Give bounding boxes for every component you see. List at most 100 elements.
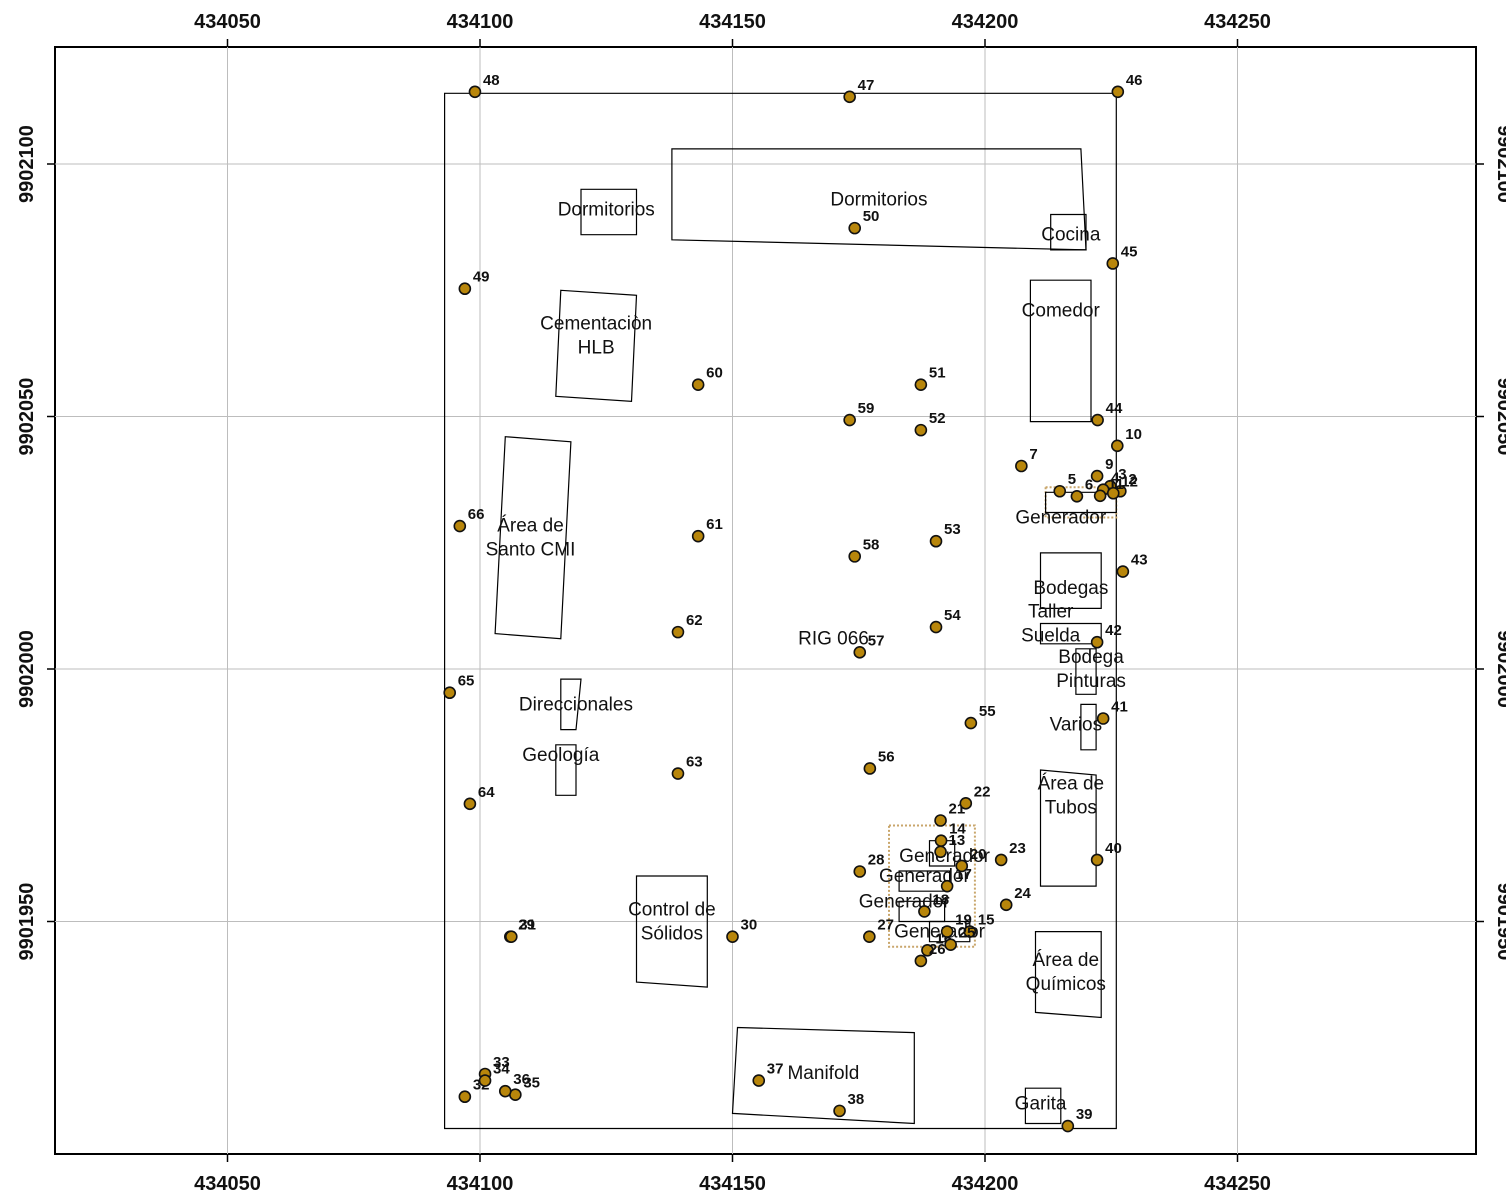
survey-point-marker xyxy=(1106,486,1120,500)
survey-point: 46 xyxy=(1111,72,1143,99)
survey-point-marker xyxy=(848,550,862,563)
survey-point: 55 xyxy=(964,703,996,730)
y-tick-label-left: 9902000 xyxy=(16,630,38,708)
survey-point-marker xyxy=(853,646,867,659)
survey-point-marker xyxy=(843,90,856,104)
survey-point: 56 xyxy=(863,748,895,775)
survey-point-marker xyxy=(914,378,928,391)
building-garita-label: Garita xyxy=(1015,1093,1067,1114)
survey-point-marker xyxy=(1106,257,1120,270)
site-boundary-layer xyxy=(444,92,1117,1130)
building-bodega-pinturas xyxy=(1075,648,1097,695)
building-taller-suelda-label: Suelda xyxy=(1021,626,1081,647)
survey-point: 27 xyxy=(863,917,894,943)
survey-point-label: 7 xyxy=(1029,446,1037,463)
survey-point-marker xyxy=(999,898,1013,912)
y-tick-label-right: 9902050 xyxy=(1493,378,1506,456)
building-area-quimicos xyxy=(1034,930,1102,1019)
survey-point-label: 35 xyxy=(523,1075,540,1092)
survey-point: 40 xyxy=(1090,840,1122,867)
survey-point: 35 xyxy=(509,1075,540,1102)
survey-point-marker xyxy=(1015,459,1028,473)
survey-point: 17 xyxy=(940,866,972,893)
survey-point-marker xyxy=(955,859,969,873)
survey-point-marker xyxy=(934,845,947,859)
survey-point-label: 15 xyxy=(978,912,995,929)
survey-point: 31 xyxy=(505,917,536,943)
building-cementacion-label: HLB xyxy=(578,338,615,359)
building-dormitorios-small-label: Dormitorios xyxy=(558,199,655,220)
survey-point-label: 56 xyxy=(878,748,895,765)
survey-point: 61 xyxy=(691,516,723,543)
building-dormitorios-small xyxy=(580,188,638,236)
x-tick-label-bottom: 434150 xyxy=(699,1173,766,1195)
survey-point-label: 41 xyxy=(1111,698,1128,715)
survey-point-label: 23 xyxy=(1009,840,1026,857)
survey-point-marker xyxy=(1090,469,1104,483)
x-tick-label-top: 434250 xyxy=(1204,11,1271,33)
building-control-solidos-label: Control de xyxy=(628,900,716,921)
survey-point-marker xyxy=(921,943,934,957)
survey-point-marker xyxy=(963,925,977,938)
survey-point: 24 xyxy=(999,885,1032,912)
survey-point: 25 xyxy=(944,925,975,952)
survey-point-label: 39 xyxy=(1076,1106,1093,1123)
survey-point-marker xyxy=(959,797,973,810)
survey-point-marker xyxy=(468,85,482,99)
survey-point: 15 xyxy=(963,912,995,938)
survey-point-label: 12 xyxy=(1121,473,1138,490)
building-cementacion-label: Cementaciòn xyxy=(540,314,652,335)
survey-point-label: 53 xyxy=(944,521,961,538)
building-geologia xyxy=(555,744,577,796)
survey-point-marker xyxy=(1093,489,1107,503)
x-tick-label-bottom: 434200 xyxy=(952,1173,1019,1195)
building-bodega-pinturas-label: Pinturas xyxy=(1056,671,1126,692)
survey-point-label: 47 xyxy=(858,77,875,94)
survey-point-label: 24 xyxy=(1014,885,1031,902)
building-area-tubos xyxy=(1039,769,1097,887)
survey-point: 58 xyxy=(848,536,880,563)
survey-point: 47 xyxy=(843,77,875,104)
survey-point-marker xyxy=(478,1074,492,1087)
survey-point: 54 xyxy=(929,607,961,634)
survey-point: 5 xyxy=(1053,471,1076,498)
survey-point-label: 58 xyxy=(863,536,880,553)
survey-point-marker xyxy=(458,1090,472,1104)
building-dormitorios-large-label: Dormitorios xyxy=(830,189,927,210)
survey-point-label: 34 xyxy=(493,1061,510,1078)
building-generador-east xyxy=(1044,491,1117,514)
survey-point-label: 50 xyxy=(863,208,880,225)
building-area-santo xyxy=(494,436,572,640)
grid-layer xyxy=(55,47,1476,1154)
survey-point-label: 40 xyxy=(1105,840,1122,857)
survey-point-label: 19 xyxy=(955,912,972,929)
survey-point: 51 xyxy=(914,365,946,391)
survey-point-marker xyxy=(994,853,1008,867)
building-geologia-label: Geología xyxy=(522,745,600,766)
survey-point-label: 33 xyxy=(493,1054,510,1071)
building-control-solidos-label: Sólidos xyxy=(641,924,703,945)
building-cocina-label: Cocina xyxy=(1041,225,1101,246)
survey-point-marker xyxy=(505,930,518,943)
survey-point-marker xyxy=(1053,484,1067,498)
building-direccionales-label: Direccionales xyxy=(519,694,633,715)
survey-point-label: 37 xyxy=(767,1061,784,1078)
survey-point: 65 xyxy=(443,673,474,700)
survey-point: 49 xyxy=(458,269,490,296)
survey-point: 38 xyxy=(833,1091,864,1118)
survey-point-label: 29 xyxy=(518,917,535,934)
building-area-quimicos-label: Área de xyxy=(1033,950,1100,971)
survey-point-marker xyxy=(1061,1119,1075,1133)
y-tick-label-right: 9901950 xyxy=(1493,883,1506,961)
generator-hatch-south xyxy=(888,824,976,948)
map-frame xyxy=(54,46,1477,1155)
survey-point-label: 13 xyxy=(949,832,966,849)
y-tick-label-left: 9901950 xyxy=(16,883,38,961)
building-varios-label: Varios xyxy=(1050,715,1102,736)
building-bodegas xyxy=(1039,552,1102,610)
survey-point-label: 62 xyxy=(686,612,703,629)
building-rig-label: RIG 066 xyxy=(798,629,869,650)
survey-point-label: 26 xyxy=(929,941,946,958)
survey-point-marker xyxy=(934,814,947,827)
survey-point: 6 xyxy=(1070,476,1093,503)
